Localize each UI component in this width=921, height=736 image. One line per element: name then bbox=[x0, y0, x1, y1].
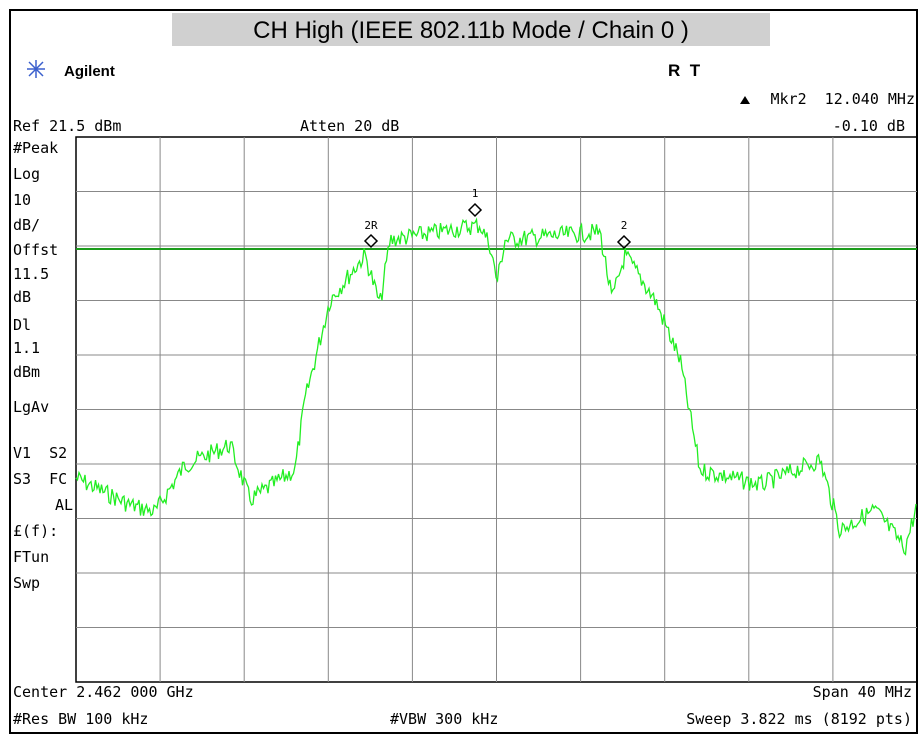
side-label: Dl bbox=[13, 316, 31, 334]
side-label: AL bbox=[55, 496, 73, 514]
ref-level: Ref 21.5 dBm bbox=[13, 117, 121, 135]
center-freq: Center 2.462 000 GHz bbox=[13, 683, 194, 701]
title: CH High (IEEE 802.11b Mode / Chain 0 ) bbox=[253, 17, 689, 44]
trace bbox=[75, 217, 917, 556]
side-label: dB/ bbox=[13, 216, 40, 234]
side-label: 1.1 bbox=[13, 339, 40, 357]
side-label: Log bbox=[13, 165, 40, 183]
side-label: dBm bbox=[13, 363, 40, 381]
side-label: Swp bbox=[13, 574, 40, 592]
marker-readout: Mkr2 12.040 MHz bbox=[771, 90, 916, 108]
logo bbox=[27, 60, 45, 78]
side-label: V1 S2 bbox=[13, 444, 67, 462]
side-label: dB bbox=[13, 288, 31, 306]
title-box bbox=[172, 13, 770, 46]
brand: Agilent bbox=[64, 63, 115, 80]
side-label: 10 bbox=[13, 191, 31, 209]
delta-icon bbox=[740, 96, 750, 104]
side-labels: #Peak Log 10 dB/Offst 11.5 dB Dl 1.1 dBm LgAv V1 S… bbox=[13, 139, 73, 592]
side-label: LgAv bbox=[13, 398, 49, 416]
side-label: #Peak bbox=[13, 139, 58, 157]
sweep: Sweep 3.822 ms (8192 pts) bbox=[686, 710, 912, 728]
marker-label: 2R bbox=[364, 219, 378, 232]
rbw: #Res BW 100 kHz bbox=[13, 710, 148, 728]
status: R T bbox=[668, 61, 701, 80]
marker-value: -0.10 dB bbox=[833, 117, 905, 135]
vbw: #VBW 300 kHz bbox=[390, 710, 498, 728]
marker-diamonds bbox=[363, 202, 632, 250]
side-label: Offst bbox=[13, 241, 58, 259]
marker-label: 2 bbox=[621, 219, 628, 232]
span: Span 40 MHz bbox=[813, 683, 912, 701]
side-label: £(f): bbox=[13, 522, 58, 540]
side-label: FTun bbox=[13, 548, 49, 566]
side-label: S3 FC bbox=[13, 470, 67, 488]
side-label: 11.5 bbox=[13, 265, 49, 283]
attenuation: Atten 20 dB bbox=[300, 117, 399, 135]
frame bbox=[9, 9, 918, 734]
marker-label: 1 bbox=[472, 187, 479, 200]
grid bbox=[76, 137, 917, 682]
